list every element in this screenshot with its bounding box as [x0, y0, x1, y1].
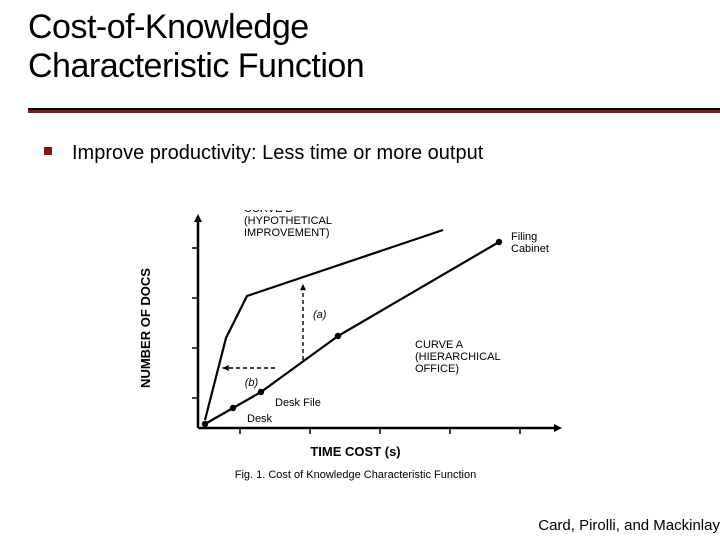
- title-line-2: Characteristic Function: [28, 47, 364, 85]
- cost-of-knowledge-chart: TIME COST (s) NUMBER OF DOCS DeskDesk File…: [120, 210, 590, 485]
- svg-text:Cabinet: Cabinet: [511, 243, 549, 255]
- svg-text:Desk File: Desk File: [275, 397, 321, 409]
- svg-text:(HIERARCHICAL: (HIERARCHICAL: [415, 351, 501, 363]
- svg-text:(a): (a): [313, 309, 327, 321]
- svg-text:(b): (b): [245, 377, 259, 389]
- svg-text:Fig. 1. Cost of Knowledge Cha: Fig. 1. Cost of Knowledge Characteristic…: [235, 469, 477, 481]
- svg-text:Filing: Filing: [511, 231, 537, 243]
- slide-title: Cost-of-Knowledge Characteristic Functio…: [28, 8, 364, 86]
- chart-svg: TIME COST (s) NUMBER OF DOCS DeskDesk File…: [120, 210, 590, 485]
- svg-text:NUMBER OF DOCS: NUMBER OF DOCS: [138, 268, 153, 388]
- title-line-1: Cost-of-Knowledge: [28, 8, 309, 46]
- bullet-item: Improve productivity: Less time or more …: [44, 140, 684, 166]
- svg-text:(HYPOTHETICAL: (HYPOTHETICAL: [244, 215, 332, 227]
- underline-accent: [28, 110, 720, 113]
- svg-text:OFFICE): OFFICE): [415, 363, 459, 375]
- svg-text:Desk: Desk: [247, 413, 273, 425]
- bullet-text: Improve productivity: Less time or more …: [72, 140, 684, 166]
- title-underline: [28, 108, 720, 113]
- svg-text:IMPROVEMENT): IMPROVEMENT): [244, 227, 330, 239]
- svg-text:CURVE A: CURVE A: [415, 339, 464, 351]
- svg-text:TIME COST (s): TIME COST (s): [310, 444, 400, 459]
- citation: Card, Pirolli, and Mackinlay: [538, 517, 720, 534]
- bullet-square-icon: [44, 147, 52, 155]
